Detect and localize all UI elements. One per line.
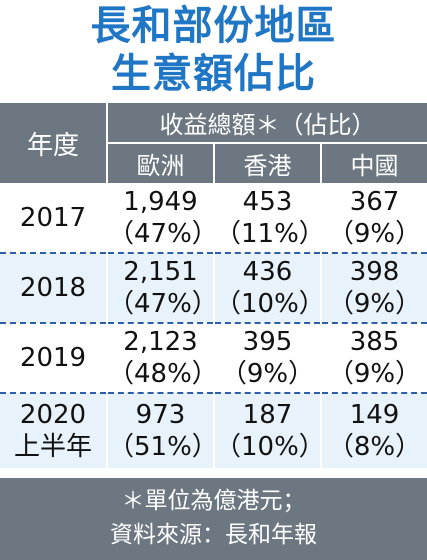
year-label: 2019 — [19, 343, 87, 373]
table-cell: 973 （51%） — [107, 392, 218, 468]
cell-value: 398 — [349, 257, 400, 287]
revenue-group-header: 收益總額＊（佔比） — [107, 103, 427, 143]
column-header-china: 中國 — [321, 142, 427, 183]
data-source: 資料來源：長和年報 — [110, 522, 317, 548]
cell-share: （10%） — [215, 289, 325, 319]
table-cell: 385 （9%） — [321, 322, 427, 393]
cell-value: 436 — [242, 257, 293, 287]
cell-share: （47%） — [108, 218, 218, 249]
year-cell: 2019 — [0, 322, 108, 393]
year-label: 2017 — [19, 202, 87, 233]
column-header-europe: 歐洲 — [107, 142, 215, 183]
cell-value: 395 — [242, 327, 293, 357]
table-row-2020-h1: 2020 上半年 973 （51%） 187 （10%） 149 （8%） — [0, 392, 427, 468]
cell-value: 367 — [349, 186, 400, 217]
cell-share: （9%） — [220, 359, 315, 389]
cell-value: 149 — [349, 400, 400, 430]
cell-share: （9%） — [327, 218, 422, 249]
table-row-2018: 2018 2,151 （47%） 436 （10%） 398 （9%） — [0, 252, 427, 323]
table-footer: ＊單位為億港元； 資料來源：長和年報 — [0, 478, 427, 560]
table-cell: 436 （10%） — [214, 252, 325, 323]
year-cell: 2017 — [0, 183, 108, 253]
chart-title: 長和部份地區 — [90, 3, 337, 49]
cell-value: 973 — [135, 400, 186, 430]
table-cell: 1,949 （47%） — [107, 183, 218, 253]
year-cell: 2018 — [0, 252, 108, 323]
year-column-header: 年度 — [0, 103, 108, 183]
revenue-table: 年度 收益總額＊（佔比） 歐洲 香港 中國 2017 1,949 （47%） 45… — [0, 103, 427, 468]
cell-value: 2,123 — [123, 327, 198, 357]
cell-value: 385 — [349, 327, 400, 357]
cell-share: （47%） — [108, 289, 218, 319]
cell-value: 1,949 — [123, 186, 198, 217]
cell-share: （9%） — [327, 359, 422, 389]
table-row-2017: 2017 1,949 （47%） 453 （11%） 367 （9%） — [0, 183, 427, 253]
cell-share: （9%） — [327, 289, 422, 319]
year-label: 2020 — [19, 400, 87, 430]
table-cell: 395 （9%） — [214, 322, 322, 393]
cell-value: 453 — [242, 186, 293, 217]
year-label: 2018 — [19, 273, 87, 303]
table-cell: 149 （8%） — [321, 392, 427, 468]
cell-share: （8%） — [327, 432, 422, 462]
unit-footnote: ＊單位為億港元； — [121, 488, 306, 514]
cell-share: （48%） — [108, 359, 218, 389]
table-row-2019: 2019 2,123 （48%） 395 （9%） 385 （9%） — [0, 322, 427, 393]
table-cell: 2,151 （47%） — [107, 252, 218, 323]
table-cell: 2,123 （48%） — [107, 322, 218, 393]
year-cell: 2020 上半年 — [0, 392, 108, 468]
year-note: 上半年 — [13, 432, 92, 462]
table-cell: 187 （10%） — [214, 392, 325, 468]
table-cell: 367 （9%） — [321, 183, 427, 253]
column-header-hong-kong: 香港 — [214, 142, 322, 183]
table-cell: 398 （9%） — [321, 252, 427, 323]
cell-share: （10%） — [215, 432, 325, 462]
chart-subtitle: 生意額佔比 — [111, 51, 316, 97]
table-cell: 453 （11%） — [214, 183, 325, 253]
cell-value: 187 — [242, 400, 293, 430]
cell-value: 2,151 — [123, 257, 198, 287]
cell-share: （51%） — [108, 432, 218, 462]
cell-share: （11%） — [215, 218, 325, 249]
